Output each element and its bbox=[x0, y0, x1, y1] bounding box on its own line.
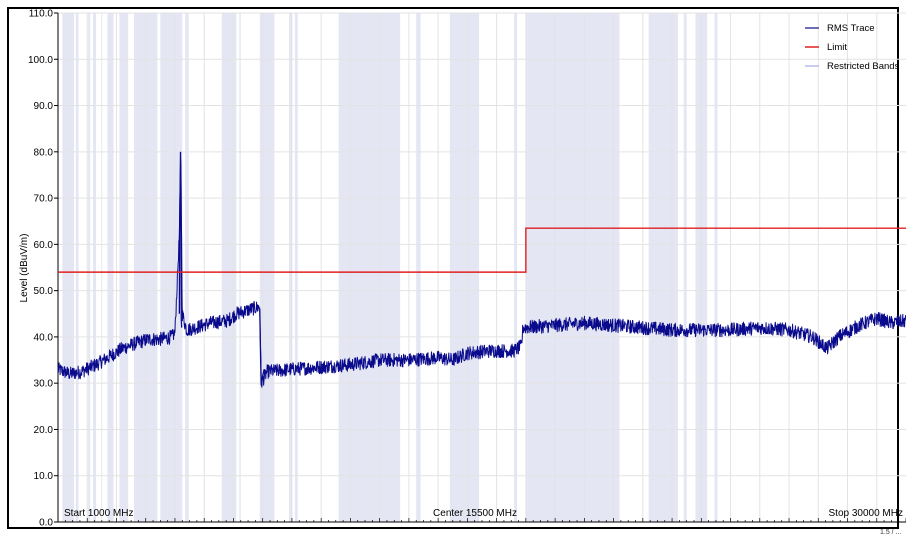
restricted-band-21 bbox=[683, 13, 687, 522]
y-tick-label: 30.0 bbox=[34, 379, 54, 390]
restricted-band-3 bbox=[93, 13, 97, 522]
restricted-band-8 bbox=[160, 13, 183, 522]
y-tick-label: 80.0 bbox=[34, 147, 54, 158]
restricted-band-5 bbox=[107, 13, 114, 522]
restricted-band-13 bbox=[289, 13, 292, 522]
legend-label-limit: Limit bbox=[827, 42, 847, 53]
y-tick-label: 70.0 bbox=[34, 194, 54, 205]
y-axis-ticks: 0.0 10.0 20.0 30.0 40.0 50.0 60.0 70.0 80.0 90.0 1… bbox=[28, 9, 58, 529]
restricted-band-19 bbox=[525, 13, 620, 522]
restricted-band-15 bbox=[338, 13, 401, 522]
y-tick-label: 50.0 bbox=[34, 286, 54, 297]
y-tick-label: 110.0 bbox=[29, 9, 54, 20]
y-tick-label: 40.0 bbox=[34, 332, 54, 343]
y-tick-label: 10.0 bbox=[34, 471, 54, 482]
restricted-band-16 bbox=[416, 13, 421, 522]
y-tick-label: 0.0 bbox=[39, 518, 53, 529]
restricted-band-1 bbox=[75, 13, 79, 522]
restricted-bands bbox=[62, 13, 718, 522]
y-axis-title: Level (dBuV/m) bbox=[19, 234, 30, 303]
rms-trace-drop bbox=[259, 309, 265, 386]
restricted-band-23 bbox=[714, 13, 718, 522]
restricted-band-2 bbox=[88, 13, 91, 522]
restricted-band-6 bbox=[119, 13, 129, 522]
rms-trace-spike bbox=[178, 151, 183, 328]
corner-scale-label: 1.5 / ... bbox=[880, 529, 901, 536]
legend-label-restricted-bands: Restricted Bands bbox=[827, 61, 900, 72]
restricted-band-0 bbox=[62, 13, 75, 522]
restricted-band-9 bbox=[185, 13, 189, 522]
rms-trace-path bbox=[57, 159, 906, 388]
y-tick-label: 20.0 bbox=[34, 425, 54, 436]
start-frequency-label: Start 1000 MHz bbox=[64, 508, 133, 519]
rms-trace bbox=[57, 151, 906, 388]
restricted-band-4 bbox=[101, 13, 103, 522]
restricted-band-12 bbox=[259, 13, 275, 522]
y-tick-label: 90.0 bbox=[34, 101, 54, 112]
stop-frequency-label: Stop 30000 MHz bbox=[829, 508, 904, 519]
y-tick-label: 100.0 bbox=[28, 55, 53, 66]
limit-line-path bbox=[58, 227, 906, 273]
restricted-band-10 bbox=[221, 13, 237, 522]
restricted-band-17 bbox=[449, 13, 480, 522]
restricted-band-20 bbox=[648, 13, 678, 522]
restricted-band-14 bbox=[294, 13, 298, 522]
legend: RMS Trace Limit Restricted Bands bbox=[805, 23, 900, 72]
grid-lines bbox=[58, 12, 906, 522]
limit-line bbox=[58, 227, 906, 273]
restricted-band-11 bbox=[239, 13, 241, 522]
restricted-band-18 bbox=[514, 13, 518, 522]
center-frequency-label: Center 15500 MHz bbox=[433, 508, 517, 519]
y-tick-label: 60.0 bbox=[34, 240, 54, 251]
legend-label-rms-trace: RMS Trace bbox=[827, 23, 875, 34]
